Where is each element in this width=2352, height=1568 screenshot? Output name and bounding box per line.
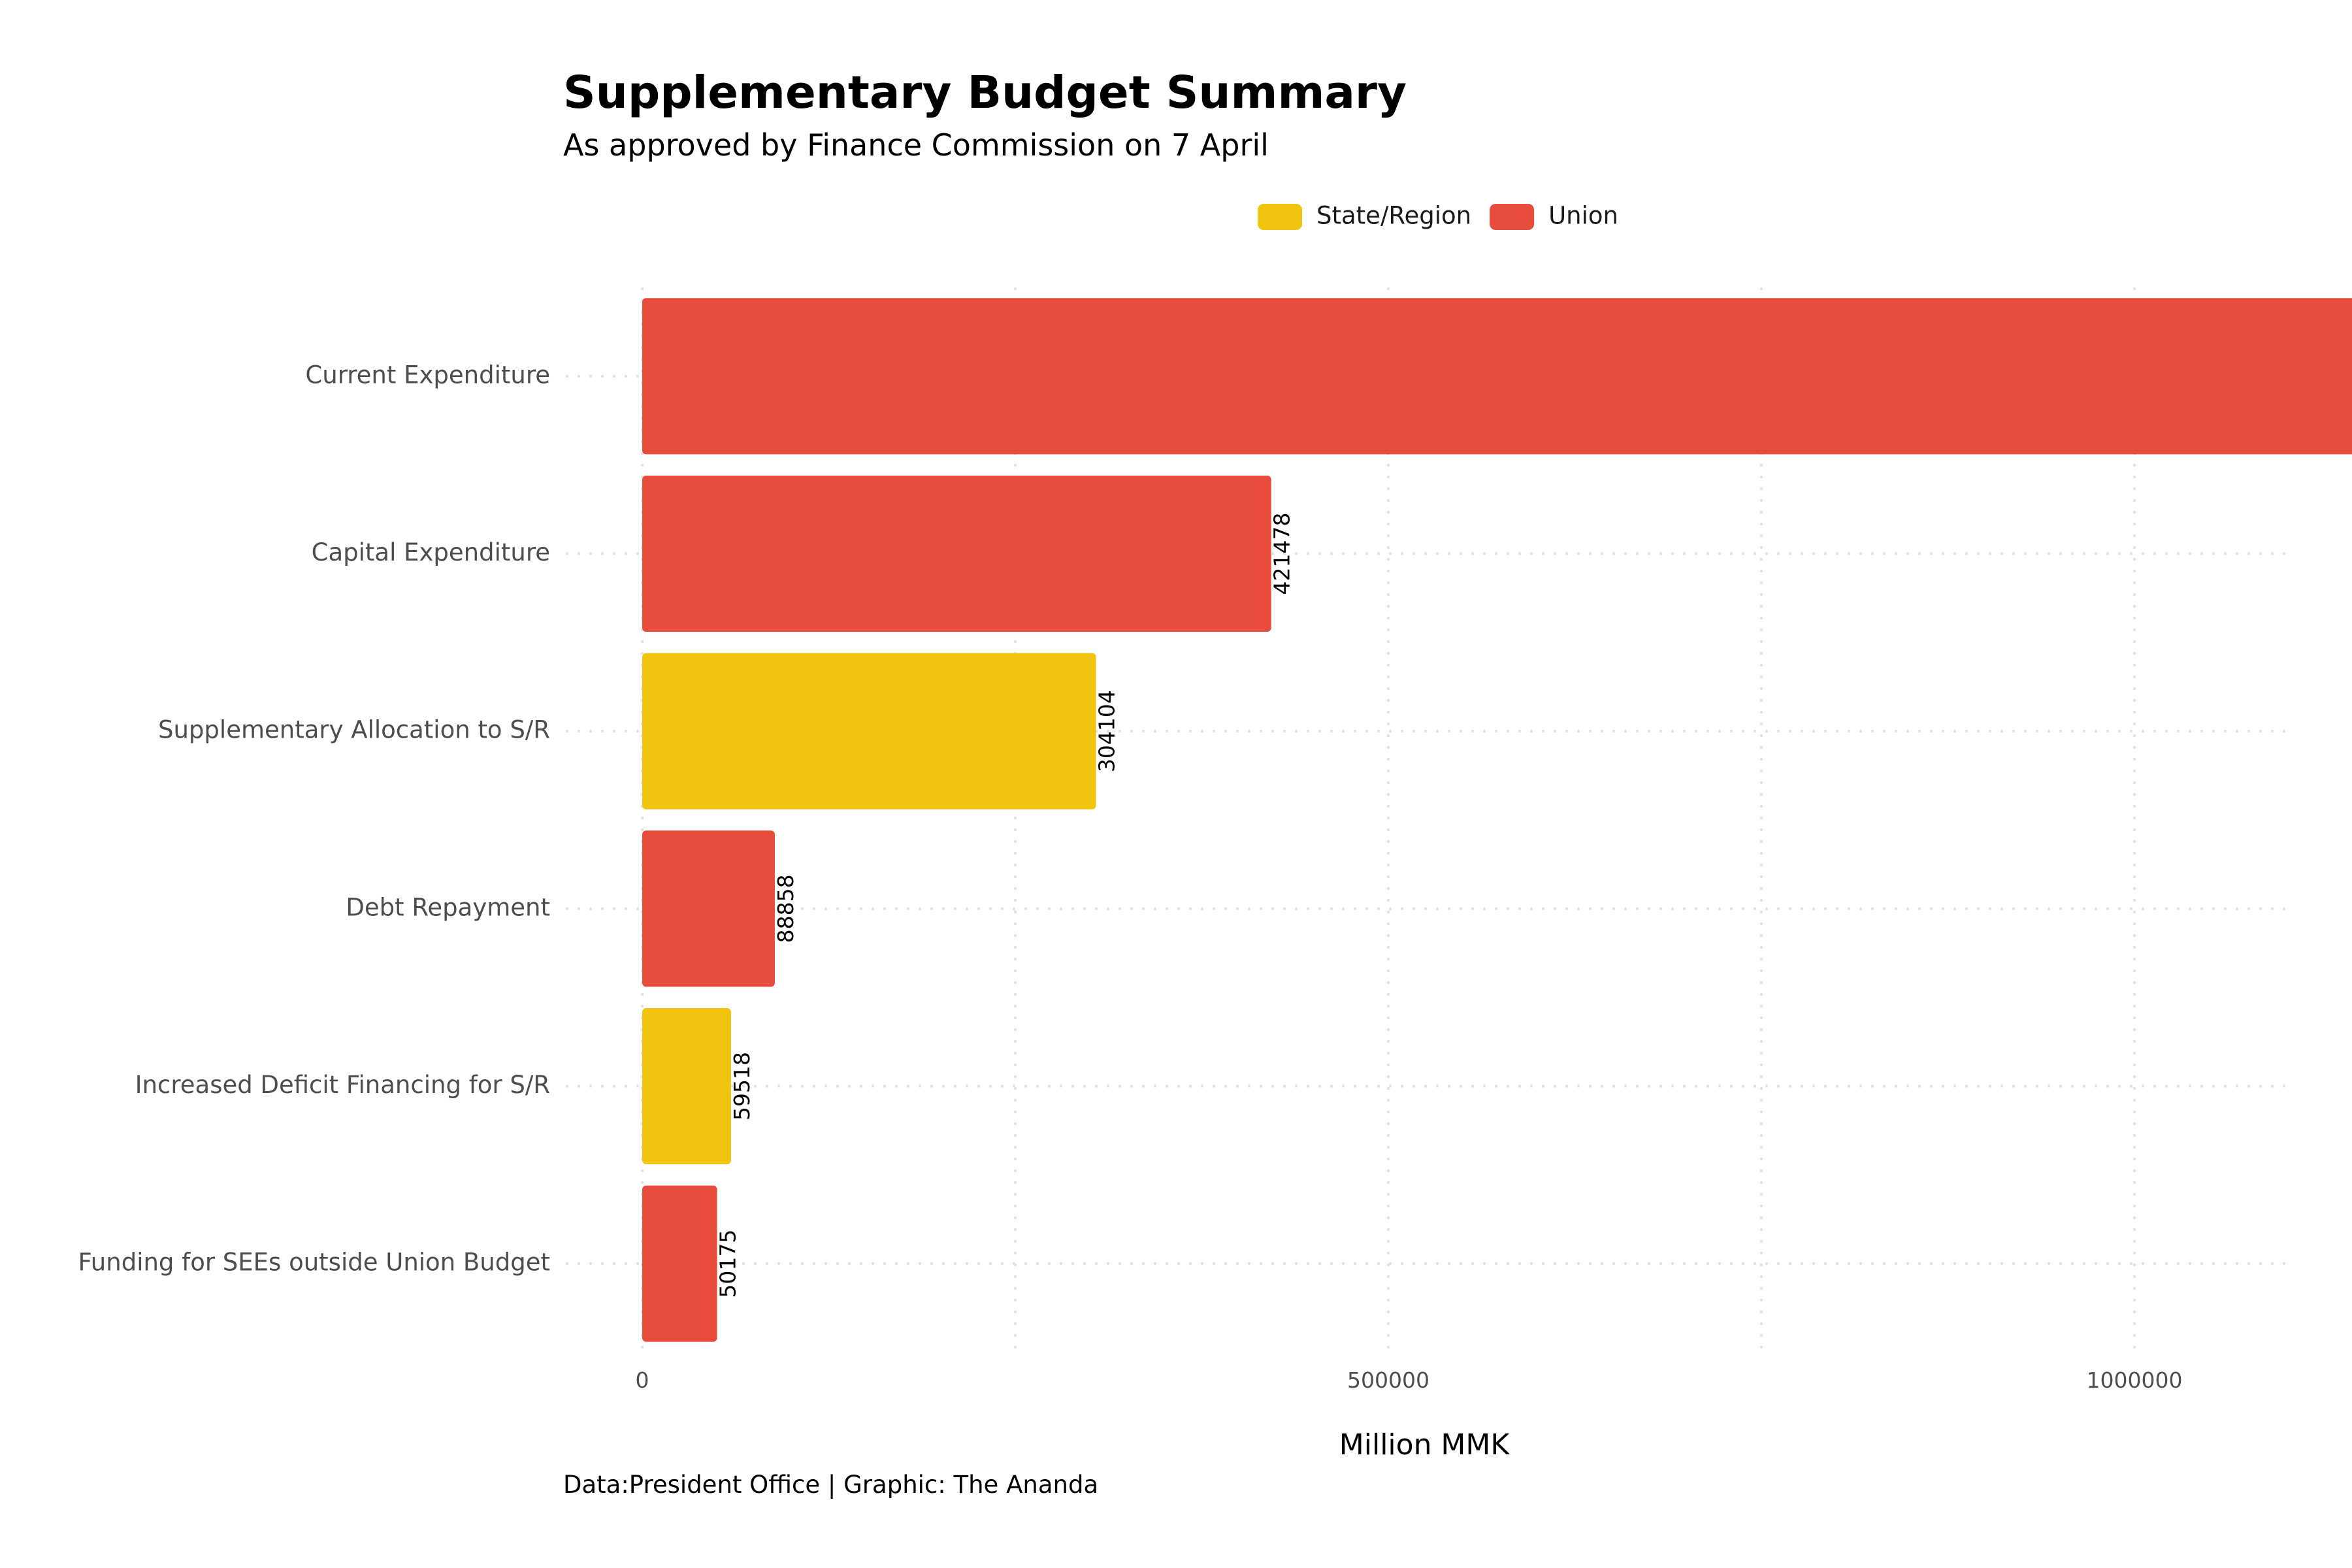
category-label-current-expenditure: Current Expenditure <box>305 361 550 389</box>
legend: State/Region Union <box>1258 202 1618 230</box>
data-label-increased-deficit-financing-for-s-r: 59518 <box>729 1052 755 1120</box>
data-label-funding-for-sees-outside-union-budget: 50175 <box>715 1230 741 1298</box>
chart-subtitle: As approved by Finance Commission on 7 A… <box>563 127 1269 163</box>
legend-label-union: Union <box>1548 202 1618 230</box>
legend-label-state-region: State/Region <box>1316 202 1471 230</box>
x-tick-label: 500000 <box>1347 1367 1429 1393</box>
data-label-debt-repayment: 88858 <box>773 874 798 943</box>
x-tick-label: 1000000 <box>2087 1367 2183 1393</box>
data-label-capital-expenditure: 421478 <box>1269 513 1295 595</box>
chart-caption: Data:President Office | Graphic: The Ana… <box>563 1471 1098 1499</box>
data-labels: 2100476421478304104888585951850175 <box>715 513 1295 1298</box>
category-label-debt-repayment: Debt Repayment <box>346 893 550 921</box>
bar-supplementary-allocation-to-s-r <box>642 653 1096 809</box>
x-axis-title: Million MMK <box>1339 1428 1511 1462</box>
bar-increased-deficit-financing-for-s-r <box>642 1007 731 1165</box>
category-label-supplementary-allocation-to-s-r: Supplementary Allocation to S/R <box>158 716 550 744</box>
legend-swatch-state-region <box>1258 204 1302 230</box>
bar-capital-expenditure <box>642 475 1271 632</box>
chart-title: Supplementary Budget Summary <box>563 67 1407 119</box>
x-axis-ticks: 0500000100000015000002000000 <box>636 1367 2183 1393</box>
bar-current-expenditure <box>642 298 2352 455</box>
category-labels: Current Expenditure Capital Expenditure Su… <box>78 361 550 1276</box>
data-label-supplementary-allocation-to-s-r: 304104 <box>1094 690 1120 772</box>
category-label-increased-deficit-financing-for-s-r: Increased Deficit Financing for S/R <box>135 1071 550 1099</box>
category-label-funding-for-sees-outside-union-budget: Funding for SEEs outside Union Budget <box>78 1249 550 1277</box>
bars <box>642 298 2352 1342</box>
bar-debt-repayment <box>642 830 775 987</box>
bar-funding-for-sees-outside-union-budget <box>642 1185 717 1342</box>
x-tick-label: 0 <box>636 1367 649 1393</box>
category-label-capital-expenditure: Capital Expenditure <box>312 538 550 566</box>
legend-swatch-union <box>1490 204 1535 230</box>
